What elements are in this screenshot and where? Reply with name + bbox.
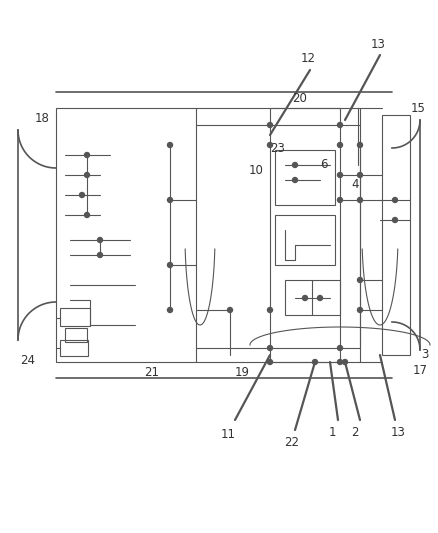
Circle shape	[268, 142, 272, 148]
Circle shape	[312, 359, 318, 365]
Circle shape	[268, 308, 272, 312]
Circle shape	[338, 345, 343, 351]
Circle shape	[338, 198, 343, 203]
Circle shape	[98, 238, 102, 243]
Bar	[285, 280, 340, 315]
Bar	[382, 115, 410, 355]
Circle shape	[357, 198, 363, 203]
Circle shape	[268, 359, 272, 365]
Bar	[275, 215, 335, 265]
Bar	[60, 340, 88, 356]
Text: 15: 15	[410, 101, 425, 115]
Circle shape	[392, 217, 398, 222]
Circle shape	[167, 308, 173, 312]
Text: 3: 3	[421, 349, 429, 361]
Circle shape	[293, 177, 297, 182]
Text: 12: 12	[300, 52, 315, 64]
Circle shape	[85, 152, 89, 157]
Circle shape	[80, 192, 85, 198]
Text: 2: 2	[351, 425, 359, 439]
Text: 23: 23	[271, 141, 286, 155]
Text: 11: 11	[220, 429, 236, 441]
Circle shape	[343, 359, 347, 365]
Circle shape	[357, 142, 363, 148]
Text: 21: 21	[145, 366, 159, 378]
Circle shape	[338, 142, 343, 148]
Text: 19: 19	[234, 366, 250, 378]
Circle shape	[338, 359, 343, 365]
Circle shape	[357, 173, 363, 177]
Text: 20: 20	[293, 92, 307, 104]
Circle shape	[227, 308, 233, 312]
Text: 13: 13	[371, 38, 385, 52]
Bar	[56, 108, 196, 362]
Circle shape	[392, 198, 398, 203]
Circle shape	[85, 173, 89, 177]
Circle shape	[303, 295, 307, 301]
Circle shape	[318, 295, 322, 301]
Circle shape	[167, 198, 173, 203]
Text: 1: 1	[328, 425, 336, 439]
Circle shape	[293, 163, 297, 167]
Circle shape	[167, 142, 173, 148]
Circle shape	[167, 262, 173, 268]
Circle shape	[268, 345, 272, 351]
Text: 4: 4	[351, 179, 359, 191]
Bar	[270, 108, 340, 362]
Circle shape	[357, 278, 363, 282]
Circle shape	[338, 173, 343, 177]
Circle shape	[338, 123, 343, 127]
Circle shape	[268, 123, 272, 127]
Text: 24: 24	[21, 353, 35, 367]
Bar	[275, 150, 335, 205]
Bar	[65, 328, 87, 342]
Text: 6: 6	[320, 158, 328, 172]
Circle shape	[85, 213, 89, 217]
Text: 22: 22	[285, 435, 300, 448]
Bar	[60, 308, 90, 326]
Text: 10: 10	[248, 164, 263, 176]
Text: 13: 13	[391, 425, 406, 439]
Circle shape	[98, 253, 102, 257]
Text: 17: 17	[413, 364, 427, 376]
Text: 18: 18	[35, 111, 49, 125]
Circle shape	[357, 308, 363, 312]
